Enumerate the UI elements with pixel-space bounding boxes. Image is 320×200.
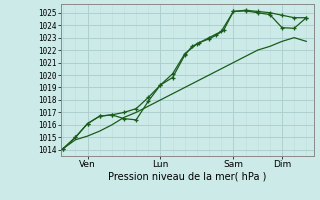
X-axis label: Pression niveau de la mer( hPa ): Pression niveau de la mer( hPa ) [108,172,266,182]
